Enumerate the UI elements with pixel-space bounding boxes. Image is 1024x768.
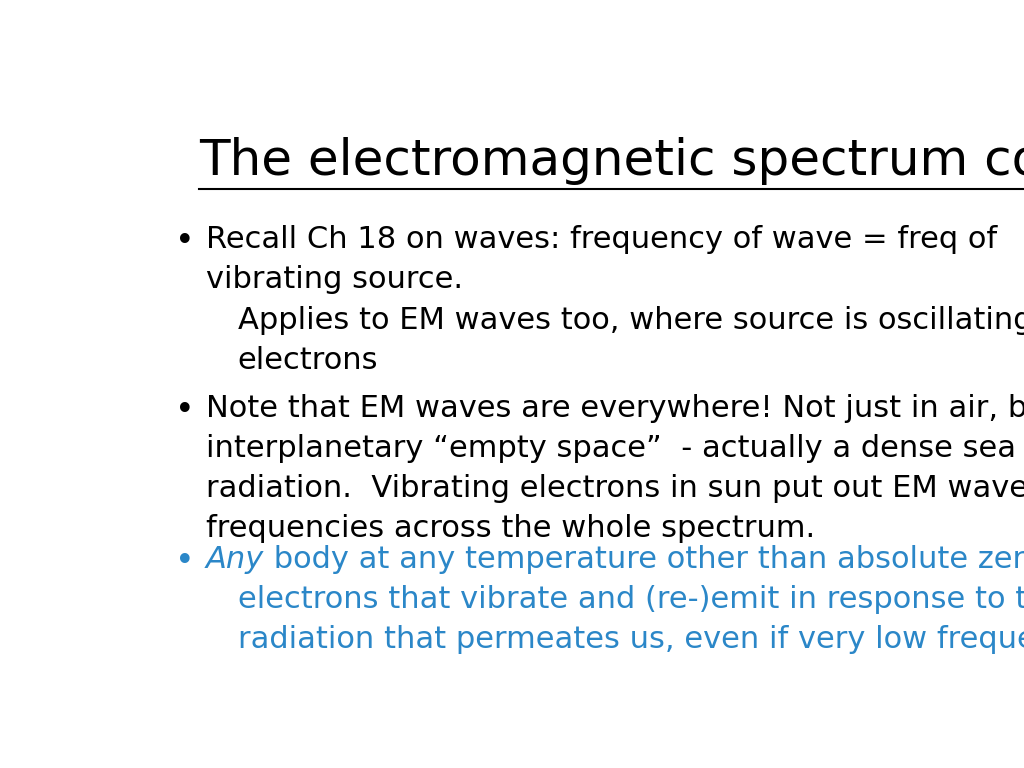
Text: body at any temperature other than absolute zero, have: body at any temperature other than absol… bbox=[264, 545, 1024, 574]
Text: electrons: electrons bbox=[238, 346, 378, 375]
Text: Note that EM waves are everywhere! Not just in air, but in: Note that EM waves are everywhere! Not j… bbox=[206, 394, 1024, 422]
Text: radiation.  Vibrating electrons in sun put out EM waves of: radiation. Vibrating electrons in sun pu… bbox=[206, 474, 1024, 503]
Text: interplanetary “empty space”  - actually a dense sea of: interplanetary “empty space” - actually … bbox=[206, 434, 1024, 463]
Text: The electromagnetic spectrum cont: The electromagnetic spectrum cont bbox=[200, 137, 1024, 184]
Text: vibrating source.: vibrating source. bbox=[206, 266, 463, 294]
Text: electrons that vibrate and (re-)emit in response to the EM: electrons that vibrate and (re-)emit in … bbox=[238, 584, 1024, 614]
Text: radiation that permeates us, even if very low frequency.: radiation that permeates us, even if ver… bbox=[238, 625, 1024, 654]
Text: Recall Ch 18 on waves: frequency of wave = freq of: Recall Ch 18 on waves: frequency of wave… bbox=[206, 225, 997, 254]
Text: •: • bbox=[175, 545, 195, 578]
Text: frequencies across the whole spectrum.: frequencies across the whole spectrum. bbox=[206, 515, 815, 544]
Text: Applies to EM waves too, where source is oscillating: Applies to EM waves too, where source is… bbox=[238, 306, 1024, 335]
Text: Any: Any bbox=[206, 545, 264, 574]
Text: •: • bbox=[175, 394, 195, 427]
Text: •: • bbox=[175, 225, 195, 258]
